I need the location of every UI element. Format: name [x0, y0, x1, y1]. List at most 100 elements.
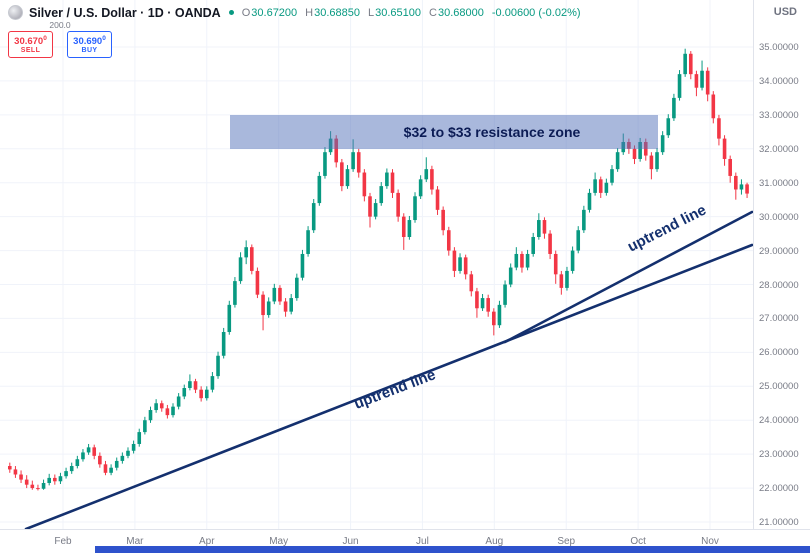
candlestick-chart[interactable] — [0, 0, 753, 529]
candle-body — [317, 175, 322, 204]
price-tick-label: 34.00000 — [759, 75, 799, 87]
spread-value: 200.0 — [49, 20, 71, 30]
candle-body — [266, 301, 271, 316]
candle-body — [255, 270, 260, 295]
candle-body — [227, 304, 232, 333]
candle-body — [24, 479, 29, 485]
candle-body — [435, 189, 440, 210]
candle-body — [514, 253, 519, 268]
symbol-title[interactable]: Silver / U.S. Dollar · 1D · OANDA — [29, 5, 221, 20]
candle-body — [340, 162, 344, 187]
price-tick-label: 28.00000 — [759, 279, 799, 291]
candle-body — [717, 118, 721, 139]
price-tick-label: 33.00000 — [759, 109, 799, 121]
price-tick-label: 27.00000 — [759, 313, 799, 325]
candle-body — [604, 182, 609, 193]
candle-body — [244, 247, 248, 258]
candle-body — [711, 94, 716, 119]
price-tick-label: 26.00000 — [759, 347, 799, 359]
trade-panel: 200.0 30.6700 SELL 30.6900 BUY — [8, 20, 112, 59]
candle-body — [649, 155, 654, 170]
candle-body — [295, 277, 299, 299]
candle-body — [525, 253, 530, 268]
candle-body — [13, 469, 18, 475]
candle-body — [143, 420, 147, 433]
candle-body — [306, 230, 310, 254]
candle-body — [30, 484, 35, 489]
candle-body — [598, 179, 603, 193]
candle-body — [413, 196, 417, 221]
time-tick-label: Jun — [342, 536, 359, 547]
candle-body — [233, 281, 237, 305]
candle-body — [700, 70, 704, 88]
time-tick-label: Jul — [416, 536, 429, 547]
close-value: C30.68000 — [429, 6, 484, 19]
candle-body — [368, 196, 372, 217]
candle-body — [356, 152, 361, 173]
candle-body — [475, 291, 479, 309]
candle-body — [64, 471, 68, 477]
price-tick-label: 29.00000 — [759, 245, 799, 257]
price-axis[interactable]: 35.00000 34.00000 33.00000 32.00000 31.00000… — [753, 0, 810, 529]
candle-body — [176, 396, 181, 407]
candle-body — [728, 158, 732, 176]
candle-body — [188, 381, 192, 388]
candle-body — [537, 220, 541, 238]
candle-body — [660, 135, 665, 153]
candle-body — [734, 175, 738, 190]
price-tick-label: 23.00000 — [759, 449, 799, 461]
candle-body — [373, 203, 378, 217]
candle-body — [615, 152, 620, 170]
candle-body — [452, 250, 457, 271]
price-tick-label: 30.00000 — [759, 211, 799, 223]
candle-body — [334, 138, 339, 163]
candle-body — [221, 332, 226, 356]
candle-body — [53, 477, 57, 482]
candle-body — [36, 488, 40, 490]
time-tick-label: Nov — [701, 536, 719, 547]
candle-body — [424, 169, 429, 180]
candle-body — [19, 474, 23, 480]
candle-body — [148, 410, 153, 421]
ohlc-readout: O30.67200 H30.68850 L30.65100 C30.68000 … — [242, 7, 581, 19]
candle-body — [492, 311, 496, 326]
resistance-zone-rectangle[interactable]: $32 to $33 resistance zone — [230, 115, 658, 149]
candle-body — [683, 53, 687, 75]
candle-body — [655, 152, 659, 170]
candle-body — [745, 184, 749, 194]
candle-body — [672, 97, 676, 119]
candle-body — [508, 267, 513, 285]
uptrend-line-2[interactable] — [503, 210, 753, 344]
candle-body — [593, 179, 597, 193]
candle-body — [418, 179, 423, 197]
high-value: H30.68850 — [305, 6, 361, 19]
candle-body — [47, 477, 51, 483]
price-tick-label: 24.00000 — [759, 415, 799, 427]
candle-body — [165, 408, 170, 416]
currency-label: USD — [773, 6, 797, 18]
candle-body — [722, 138, 727, 159]
candle-body — [610, 169, 614, 183]
candle-body — [688, 53, 693, 75]
candle-body — [705, 70, 710, 95]
sell-button[interactable]: 30.6700 SELL — [8, 31, 53, 59]
buy-button[interactable]: 30.6900 BUY — [67, 31, 112, 59]
candle-body — [98, 455, 102, 465]
candle-body — [131, 443, 136, 451]
candle-body — [531, 237, 536, 254]
price-tick-label: 31.00000 — [759, 177, 799, 189]
candle-body — [204, 389, 209, 399]
candle-body — [272, 287, 277, 302]
candle-body — [323, 152, 327, 176]
candle-body — [311, 203, 316, 231]
open-value: O30.67200 — [241, 6, 298, 19]
candle-body — [171, 406, 175, 416]
low-value: L30.65100 — [368, 6, 422, 19]
candle-body — [385, 172, 389, 187]
candle-body — [576, 230, 581, 251]
candle-body — [109, 467, 113, 473]
candle-body — [86, 447, 91, 453]
instrument-icon — [8, 5, 23, 20]
uptrend-line-1[interactable] — [24, 243, 753, 529]
